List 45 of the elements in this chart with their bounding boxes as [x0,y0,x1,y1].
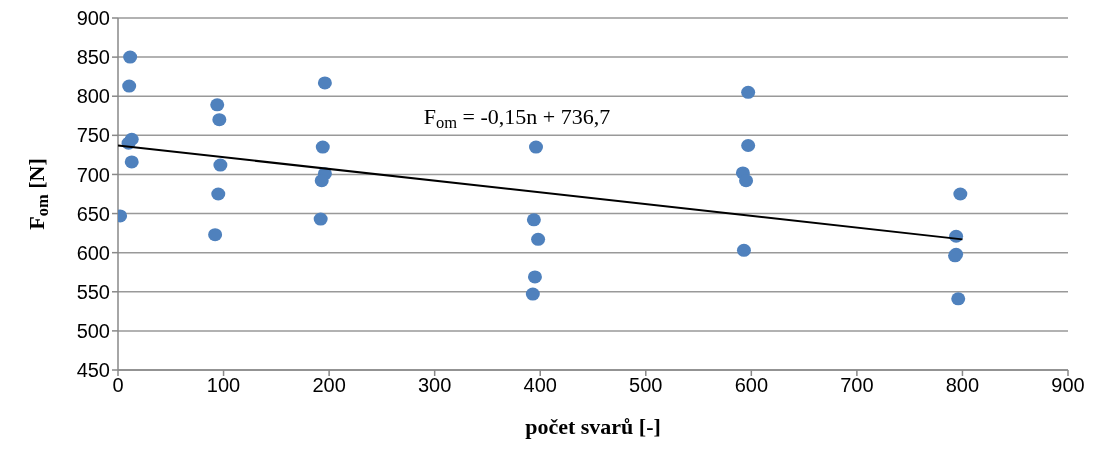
x-tick-label: 500 [629,374,663,397]
point [213,158,228,172]
point [531,232,546,246]
x-axis-title: počet svarů [-] [525,414,661,439]
point [314,174,329,188]
x-tick-label: 200 [312,374,346,397]
point [123,50,138,64]
x-tick-label: 0 [112,374,124,397]
x-tick-label: 300 [417,374,452,397]
annotation: F$_{om}$ = -0,15n + 736,7 [423,103,611,132]
x-tick-label: 100 [206,374,241,397]
y-tick-label: 650 [76,202,110,225]
point [529,140,543,154]
y-tick-label: 900 [76,7,110,30]
point [739,174,754,188]
x-tick-label: 400 [523,374,557,397]
point [736,243,751,257]
point [208,228,223,242]
x-tick-label: 600 [734,374,769,397]
point [211,187,226,201]
point [313,212,328,226]
point [122,79,137,93]
point [951,292,966,306]
y-tick-label: 750 [76,124,110,147]
point [212,113,227,127]
point [741,85,756,99]
y-tick-label: 550 [76,280,110,303]
y-tick-label: 500 [76,319,110,342]
x-tick-label: 800 [945,374,980,397]
y-tick-label: 600 [76,241,110,264]
y-tick-label: 700 [76,163,110,186]
x-tick-label: 700 [840,374,874,397]
point [315,140,330,154]
point [527,270,542,284]
y-tick-label: 450 [76,359,110,382]
y-tick-label: 850 [76,46,110,69]
y-tick-label: 800 [76,85,110,108]
point [124,155,139,169]
x-tick-label: 900 [1051,374,1085,397]
point [317,76,332,90]
point [210,98,225,112]
point [741,139,756,152]
point [953,187,968,201]
point [525,287,540,301]
point [526,213,541,227]
